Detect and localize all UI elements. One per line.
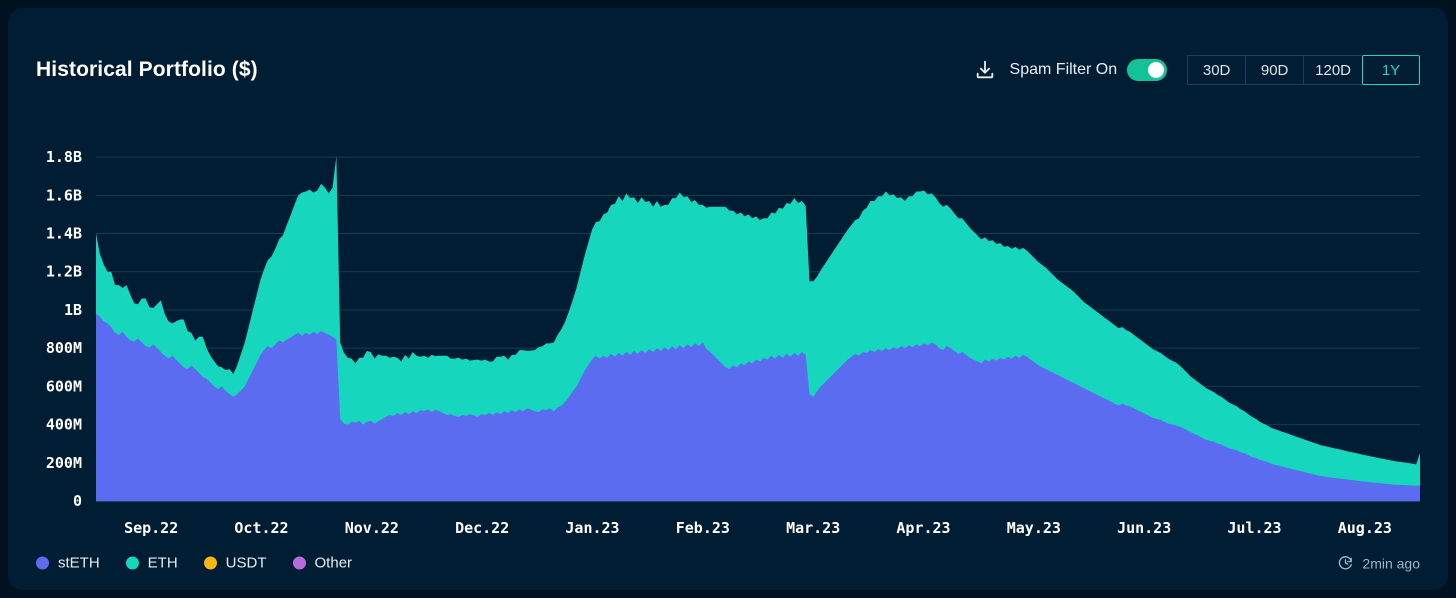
y-axis-tick-label: 0 xyxy=(73,492,82,510)
chart-area[interactable]: 0 200M 400M 600M 800M 1B 1.2B 1.4B 1.6B 1.8B Sep.2… xyxy=(8,116,1448,536)
header-controls: Spam Filter On 30D 90D 120D 1Y xyxy=(974,55,1420,85)
legend-item-other[interactable]: Other xyxy=(292,554,353,572)
legend-dot-other xyxy=(292,556,306,570)
toggle-knob xyxy=(1148,62,1165,78)
x-axis-tick-label: Aug.23 xyxy=(1338,519,1392,536)
range-button-90d[interactable]: 90D xyxy=(1245,55,1304,85)
x-axis-tick-label: Jul.23 xyxy=(1227,519,1281,536)
x-axis-tick-label: Mar.23 xyxy=(786,519,840,536)
legend-item-usdt[interactable]: USDT xyxy=(203,554,267,572)
y-axis-tick-label: 1.2B xyxy=(46,263,82,281)
x-axis-tick-label: May.23 xyxy=(1007,519,1061,536)
y-axis-tick-label: 800M xyxy=(46,339,82,357)
x-axis-tick-label: Jun.23 xyxy=(1117,519,1171,536)
range-button-120d[interactable]: 120D xyxy=(1303,55,1362,85)
page-title: Historical Portfolio ($) xyxy=(36,58,258,81)
range-button-1y[interactable]: 1Y xyxy=(1362,55,1420,85)
legend-label-usdt: USDT xyxy=(225,554,267,572)
y-axis-tick-label: 600M xyxy=(46,377,82,395)
download-icon[interactable] xyxy=(974,59,996,81)
x-axis-tick-label: Dec.22 xyxy=(455,519,509,536)
refresh-clock-icon xyxy=(1339,556,1353,570)
x-axis-tick-label: Apr.23 xyxy=(896,519,950,536)
time-range-group: 30D 90D 120D 1Y xyxy=(1187,55,1420,85)
x-axis-tick-label: Oct.22 xyxy=(234,519,288,536)
chart-legend: stETH ETH USDT Other xyxy=(36,555,352,572)
card-footer: stETH ETH USDT Other 2min ago xyxy=(8,536,1448,590)
last-updated: 2min ago xyxy=(1337,555,1420,572)
x-axis-tick-label: Nov.22 xyxy=(345,519,399,536)
spam-filter-toggle[interactable] xyxy=(1127,59,1168,81)
legend-label-other: Other xyxy=(314,554,353,572)
legend-dot-steth xyxy=(36,556,49,570)
legend-dot-usdt xyxy=(203,556,217,570)
last-updated-text: 2min ago xyxy=(1362,555,1420,571)
y-axis-tick-label: 1B xyxy=(64,301,82,319)
legend-item-steth[interactable]: stETH xyxy=(36,555,100,572)
y-axis-tick-label: 1.4B xyxy=(46,225,82,243)
y-axis-tick-label: 400M xyxy=(46,416,82,434)
legend-item-eth[interactable]: ETH xyxy=(125,554,178,572)
x-axis-tick-label: Feb.23 xyxy=(676,519,730,536)
spam-filter-control[interactable]: Spam Filter On xyxy=(1010,59,1168,81)
historical-portfolio-card: Historical Portfolio ($) Spam Filter On … xyxy=(8,8,1448,590)
legend-label-steth: stETH xyxy=(58,554,100,572)
legend-dot-eth xyxy=(125,556,139,570)
x-axis-tick-label: Jan.23 xyxy=(565,519,619,536)
legend-label-eth: ETH xyxy=(147,554,178,572)
area-series-steth xyxy=(96,313,1420,501)
card-header: Historical Portfolio ($) Spam Filter On … xyxy=(8,8,1448,116)
x-axis-tick-label: Sep.22 xyxy=(124,519,178,536)
y-axis-tick-label: 200M xyxy=(46,454,82,472)
range-button-30d[interactable]: 30D xyxy=(1187,55,1246,85)
stacked-area-chart[interactable]: 0 200M 400M 600M 800M 1B 1.2B 1.4B 1.6B 1.8B Sep.2… xyxy=(8,116,1448,536)
spam-filter-label: Spam Filter On xyxy=(1009,61,1118,78)
y-axis-tick-label: 1.8B xyxy=(46,148,82,166)
y-axis-tick-label: 1.6B xyxy=(46,186,82,204)
